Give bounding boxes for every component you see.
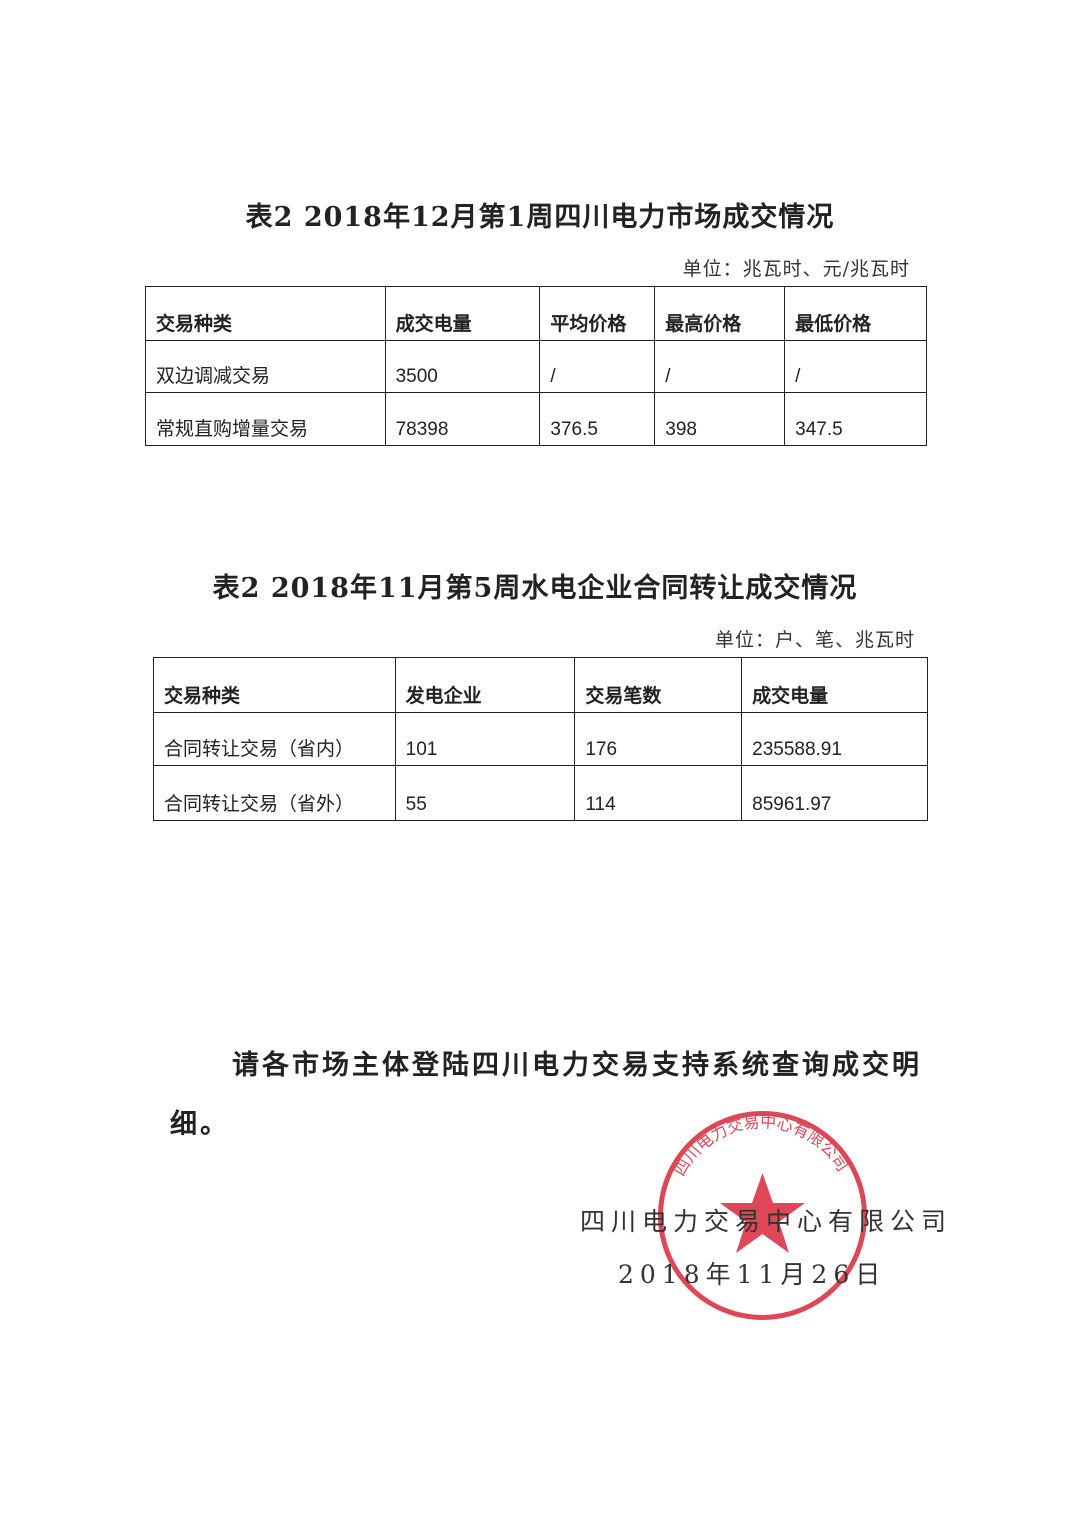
table-row: 双边调减交易 3500 / / /: [145, 340, 927, 393]
table-cell: 114: [574, 765, 743, 821]
table-cell: 双边调减交易: [145, 340, 386, 393]
table-cell: 235588.91: [741, 712, 928, 766]
table1-header: 最低价格: [784, 286, 927, 341]
table2-header: 成交电量: [741, 657, 928, 713]
table2-unit: 单位：户、笔、兆瓦时: [714, 629, 915, 651]
table2-header: 发电企业: [394, 657, 576, 713]
table-cell: 55: [394, 765, 576, 821]
table2-header-row: 交易种类 发电企业 交易笔数 成交电量: [153, 657, 928, 713]
table2: 交易种类 发电企业 交易笔数 成交电量 合同转让交易（省内） 101 176 2…: [153, 657, 928, 821]
table-cell: 78398: [384, 392, 541, 446]
table-cell: 合同转让交易（省外）: [153, 765, 396, 821]
table-row: 合同转让交易（省外） 55 114 85961.97: [153, 765, 928, 821]
svg-text:四川电力交易中心有限公司: 四川电力交易中心有限公司: [670, 1112, 852, 1179]
table-cell: 398: [654, 392, 786, 446]
table1-header-row: 交易种类 成交电量 平均价格 最高价格 最低价格: [145, 286, 927, 341]
table-row: 合同转让交易（省内） 101 176 235588.91: [153, 712, 928, 766]
notice-line-1: 请各市场主体登陆四川电力交易支持系统查询成交明: [232, 1050, 922, 1081]
table-cell: 101: [394, 712, 576, 766]
table2-header: 交易种类: [153, 657, 396, 713]
table-row: 常规直购增量交易 78398 376.5 398 347.5: [145, 392, 927, 446]
table1-title: 表2 2018年12月第1周四川电力市场成交情况: [245, 202, 835, 233]
table1-header: 平均价格: [539, 286, 656, 341]
table2-header: 交易笔数: [574, 657, 743, 713]
table1: 交易种类 成交电量 平均价格 最高价格 最低价格 双边调减交易 3500 / /…: [145, 286, 927, 446]
table-cell: 347.5: [784, 392, 927, 446]
table-cell: 376.5: [539, 392, 656, 446]
table-cell: 合同转让交易（省内）: [153, 712, 396, 766]
table1-header: 最高价格: [654, 286, 786, 341]
table-cell: /: [539, 340, 656, 393]
table-cell: /: [654, 340, 786, 393]
official-seal-icon: 四川电力交易中心有限公司: [658, 1111, 867, 1320]
table-cell: 常规直购增量交易: [145, 392, 386, 446]
table-cell: /: [784, 340, 927, 393]
table1-unit: 单位：兆瓦时、元/兆瓦时: [682, 258, 910, 280]
table-cell: 85961.97: [741, 765, 928, 821]
table2-title: 表2 2018年11月第5周水电企业合同转让成交情况: [212, 573, 858, 604]
table1-header: 成交电量: [384, 286, 541, 341]
table-cell: 176: [574, 712, 743, 766]
signature-company: 四川电力交易中心有限公司: [580, 1207, 953, 1236]
seal-lettering: 四川电力交易中心有限公司: [670, 1112, 852, 1179]
signature-date: 2018年11月26日: [618, 1260, 887, 1289]
table1-header: 交易种类: [145, 286, 386, 341]
notice-line-2: 细。: [170, 1109, 230, 1140]
table-cell: 3500: [384, 340, 541, 393]
